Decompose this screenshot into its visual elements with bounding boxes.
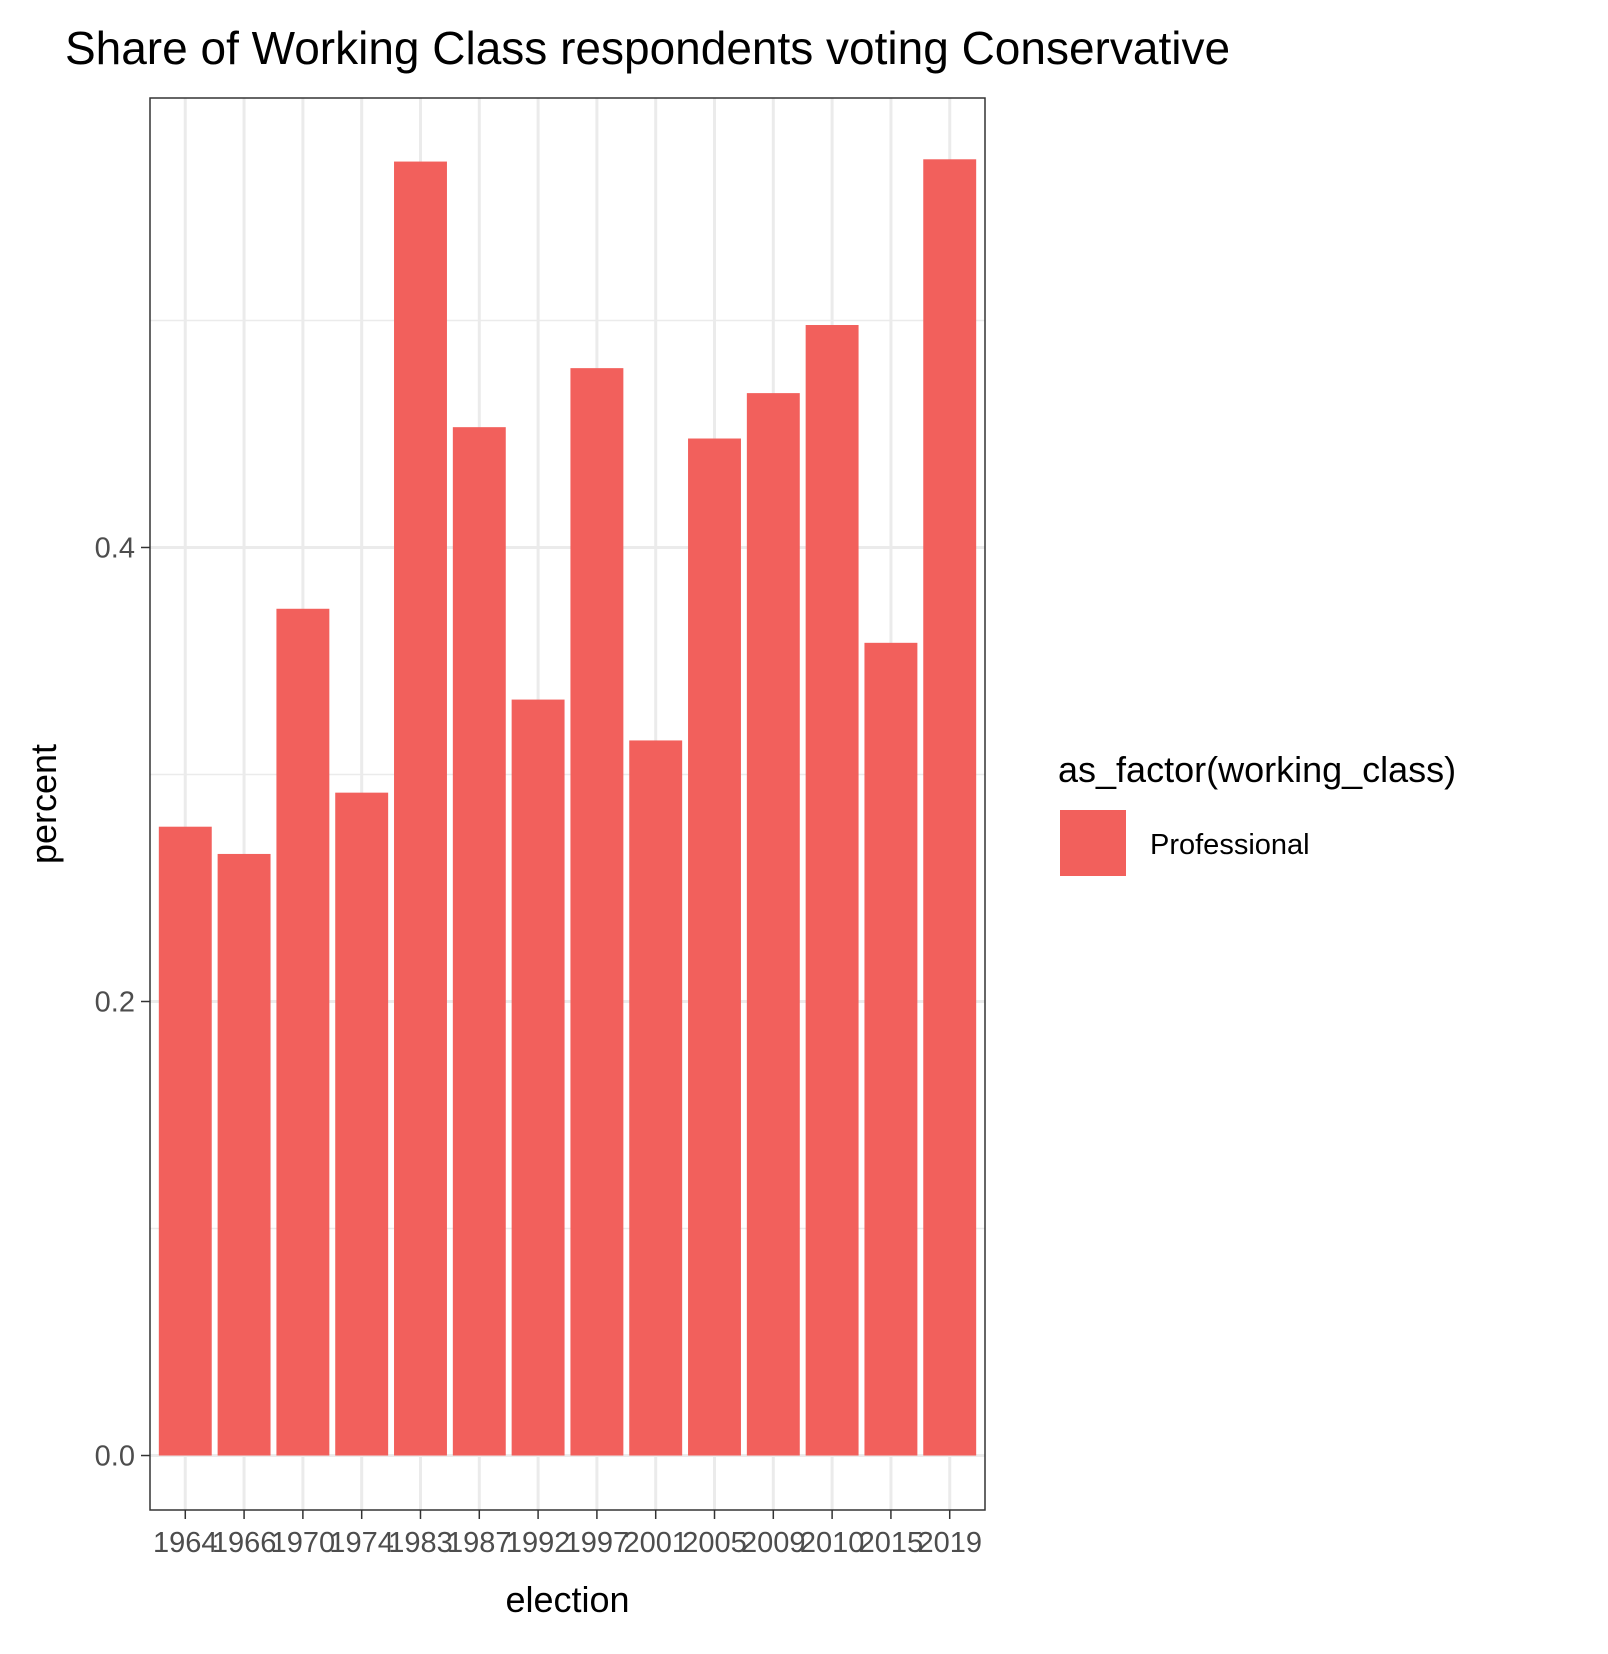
bar-2010 bbox=[806, 325, 859, 1456]
panel-background bbox=[150, 98, 985, 1510]
bar-1992 bbox=[512, 700, 565, 1456]
x-axis-title: election bbox=[505, 1579, 629, 1620]
x-tick-label: 1970 bbox=[271, 1527, 336, 1559]
y-axis-title: percent bbox=[23, 744, 64, 864]
legend: as_factor(working_class) Professional bbox=[1058, 749, 1456, 876]
bar-2009 bbox=[747, 393, 800, 1455]
bar-1983 bbox=[394, 162, 447, 1456]
x-tick-label: 2005 bbox=[682, 1527, 747, 1559]
x-tick-label: 2015 bbox=[859, 1527, 924, 1559]
x-tick-label: 1964 bbox=[153, 1527, 218, 1559]
bar-1966 bbox=[218, 854, 271, 1456]
y-tick-label: 0.2 bbox=[95, 986, 135, 1018]
bar-2005 bbox=[688, 439, 741, 1456]
bar-2019 bbox=[923, 159, 976, 1455]
x-tick-label: 1987 bbox=[447, 1527, 512, 1559]
bar-2001 bbox=[629, 740, 682, 1455]
bar-1997 bbox=[570, 368, 623, 1455]
bar-1974 bbox=[335, 793, 388, 1456]
x-tick-label: 1992 bbox=[506, 1527, 571, 1559]
x-tick-label: 2019 bbox=[917, 1527, 982, 1559]
x-tick-label: 1983 bbox=[388, 1527, 453, 1559]
bar-2015 bbox=[864, 643, 917, 1456]
x-tick-label: 2001 bbox=[623, 1527, 688, 1559]
x-tick-label: 1966 bbox=[212, 1527, 277, 1559]
bar-1970 bbox=[276, 609, 329, 1456]
bar-1964 bbox=[159, 827, 212, 1456]
plot-area: 0.0 0.2 0.4 1964196619701974198319871992199… bbox=[95, 98, 985, 1559]
x-tick-label: 1974 bbox=[329, 1527, 394, 1559]
x-tick-label: 1997 bbox=[565, 1527, 630, 1559]
x-tick-label: 2010 bbox=[800, 1527, 865, 1559]
legend-label-professional: Professional bbox=[1150, 829, 1310, 861]
x-tick-label: 2009 bbox=[741, 1527, 806, 1559]
bar-1987 bbox=[453, 427, 506, 1455]
y-tick-label: 0.0 bbox=[95, 1441, 135, 1473]
y-tick-label: 0.4 bbox=[95, 532, 135, 564]
legend-key-professional bbox=[1060, 810, 1126, 876]
legend-title: as_factor(working_class) bbox=[1058, 749, 1456, 790]
chart-title: Share of Working Class respondents votin… bbox=[65, 22, 1230, 74]
